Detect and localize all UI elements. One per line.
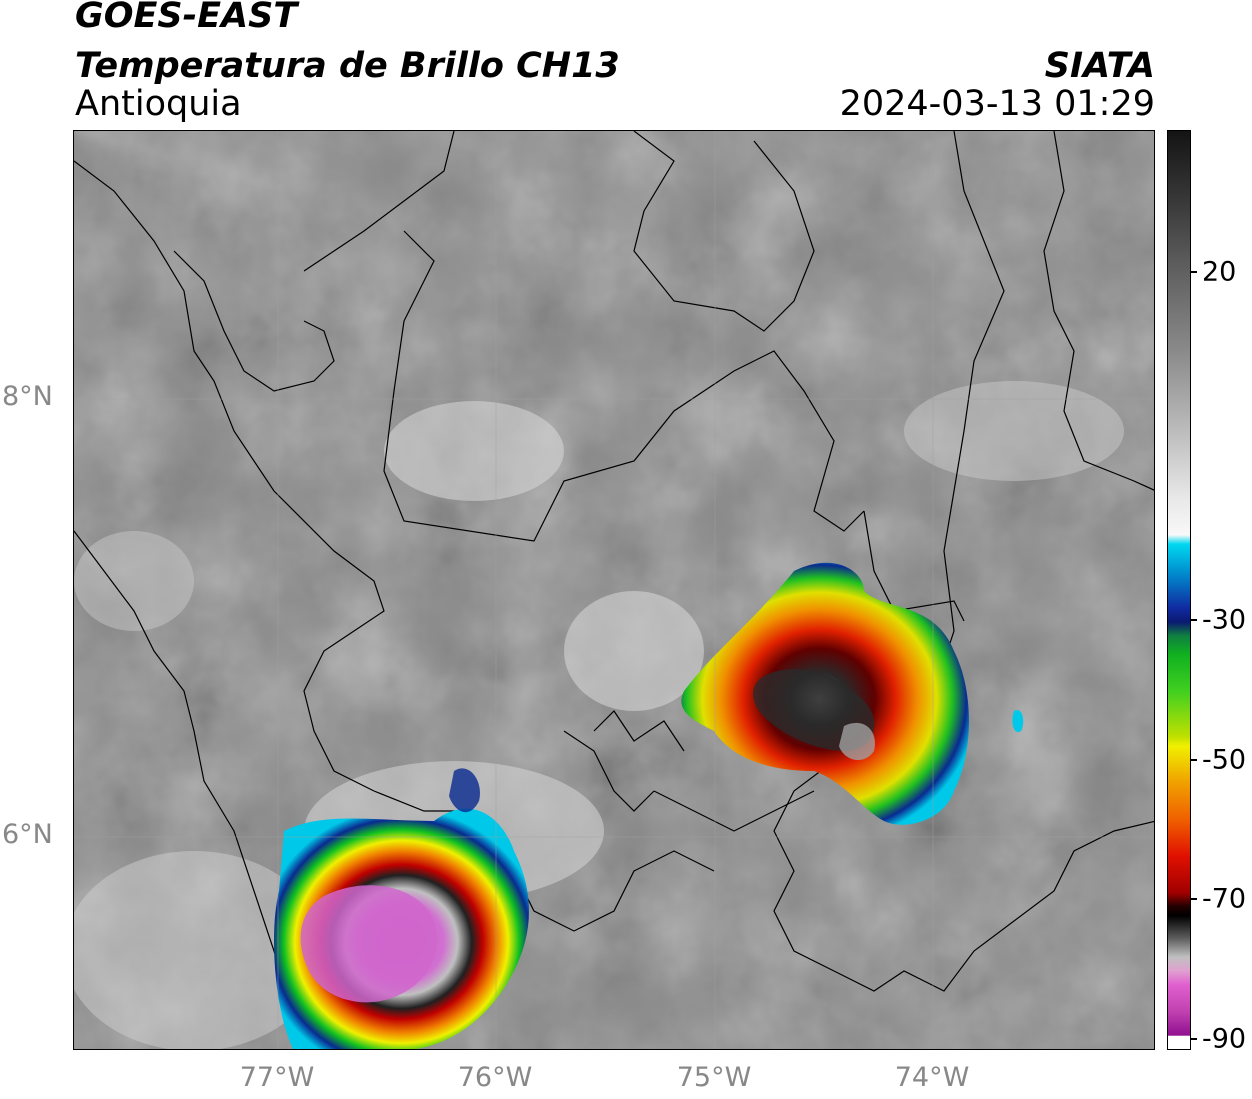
satellite-map[interactable] bbox=[73, 130, 1155, 1050]
borders-layer bbox=[74, 131, 1154, 1049]
colorbar-label-minus30: -30 bbox=[1202, 604, 1247, 636]
colorbar-label-minus50: -50 bbox=[1202, 744, 1247, 776]
colorbar-tick bbox=[1191, 271, 1197, 273]
colorbar-label-minus90: -90 bbox=[1202, 1023, 1247, 1055]
colorbar-tick bbox=[1191, 898, 1197, 900]
colorbar-tick bbox=[1191, 759, 1197, 761]
colorbar bbox=[1167, 130, 1191, 1050]
product-title: Temperatura de Brillo CH13 bbox=[75, 46, 620, 86]
lat-label-8n: 8°N bbox=[2, 381, 53, 412]
timestamp-label: 2024-03-13 01:29 bbox=[839, 84, 1155, 124]
region-label: Antioquia bbox=[75, 84, 242, 124]
colorbar-label-minus70: -70 bbox=[1202, 883, 1247, 915]
colorbar-tick bbox=[1191, 1038, 1197, 1040]
lat-label-6n: 6°N bbox=[2, 819, 53, 850]
lon-label-74w: 74°W bbox=[894, 1062, 970, 1093]
satellite-title: GOES-EAST bbox=[75, 0, 298, 36]
colorbar-tick bbox=[1191, 619, 1197, 621]
graticule bbox=[74, 131, 1154, 1049]
agency-label: SIATA bbox=[1044, 46, 1155, 86]
lon-label-75w: 75°W bbox=[676, 1062, 752, 1093]
colorbar-label-20: 20 bbox=[1202, 256, 1237, 288]
lon-label-77w: 77°W bbox=[239, 1062, 315, 1093]
lon-label-76w: 76°W bbox=[457, 1062, 533, 1093]
